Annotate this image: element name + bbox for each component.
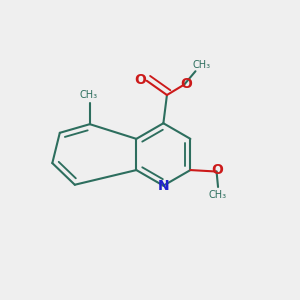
Text: O: O [134,73,146,87]
Text: CH₃: CH₃ [209,190,227,200]
Text: CH₃: CH₃ [80,90,98,100]
Text: N: N [158,179,169,193]
Text: O: O [180,77,192,91]
Text: O: O [212,163,224,177]
Text: CH₃: CH₃ [193,60,211,70]
